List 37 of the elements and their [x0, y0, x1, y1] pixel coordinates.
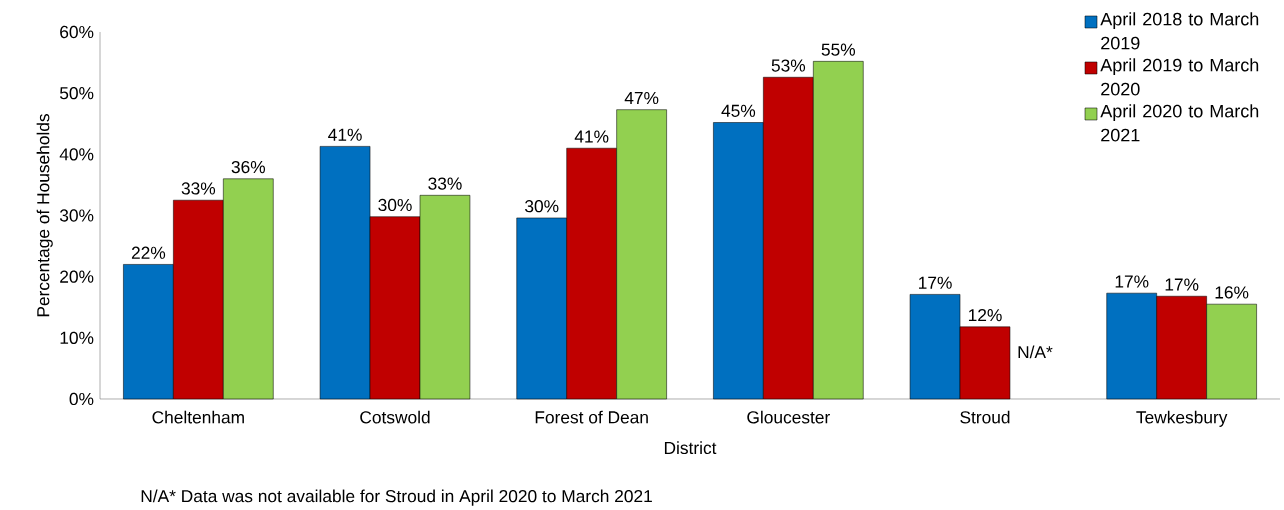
x-tick-label: Stroud	[960, 410, 1010, 424]
x-tick-label: Tewkesbury	[1136, 410, 1228, 427]
data-label: 33%	[181, 182, 216, 195]
data-label: 33%	[428, 177, 462, 190]
y-tick-label: 30%	[59, 209, 94, 222]
legend-label: April 2020 to March 2021	[1100, 104, 1259, 142]
text: N/A*	[1018, 345, 1053, 359]
x-tick-label: Gloucester	[747, 410, 830, 424]
data-label: 55%	[821, 43, 856, 56]
legend-label: April 2019 to March 2020	[1100, 58, 1259, 96]
y-tick-label: 20%	[60, 270, 94, 283]
data-label: 17%	[919, 276, 952, 289]
y-axis-title: Percentage of Households	[36, 114, 53, 317]
y-tick-label: 10%	[60, 331, 94, 344]
x-tick-label: Cheltenham	[152, 410, 244, 424]
data-label: 30%	[525, 200, 559, 213]
data-label: 17%	[1115, 275, 1149, 288]
legend-label: April 2018 to March 2019	[1100, 12, 1259, 50]
x-tick-label: Forest of Dean	[535, 410, 648, 424]
y-tick-label: 0%	[69, 392, 94, 406]
x-axis-title: District	[664, 441, 717, 455]
y-tick-label: 60%	[60, 25, 94, 39]
data-label: 45%	[721, 104, 756, 117]
data-label: 53%	[771, 59, 806, 72]
y-tick-label: 40%	[59, 148, 94, 161]
data-label: 47%	[624, 91, 659, 105]
data-label: 12%	[968, 309, 1002, 322]
x-tick-label: Cotswold	[360, 410, 430, 424]
data-label: 36%	[231, 160, 266, 174]
data-label: 17%	[1165, 278, 1199, 291]
y-tick-label: 50%	[59, 87, 94, 100]
data-label: 41%	[574, 130, 609, 143]
data-label: 41%	[328, 128, 362, 141]
data-label: 30%	[378, 198, 412, 212]
text: N/A* Data was not available for Stroud in April 2020 to March 2021	[141, 489, 652, 506]
data-label: 22%	[131, 246, 166, 259]
data-label: 16%	[1215, 286, 1249, 299]
